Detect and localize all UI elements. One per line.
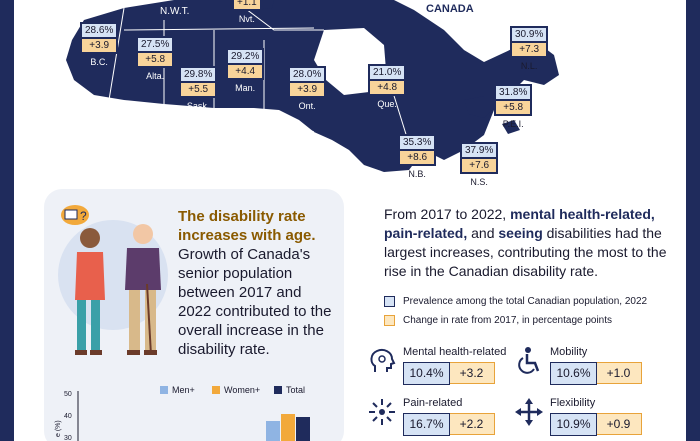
country-label: CANADA <box>426 3 474 15</box>
province-name: N.B. <box>408 169 426 179</box>
province-name: B.C. <box>90 57 108 67</box>
condition-values: 10.4% +3.2 <box>402 361 495 385</box>
condition-values: 10.6% +1.0 <box>549 361 642 385</box>
condition-prevalence: 10.4% <box>402 361 450 385</box>
y-tick-label: 30 <box>64 435 72 441</box>
age-section-title: The disability rate increases with age. <box>178 208 316 244</box>
province-change: +3.9 <box>80 39 119 54</box>
conditions-intro: From 2017 to 2022, mental health-related… <box>384 206 667 279</box>
province-ns: 37.9% +7.6 N.S. <box>460 142 499 186</box>
legend-change: Change in rate from 2017, in percentage … <box>384 315 612 326</box>
condition-prevalence: 16.7% <box>402 412 450 436</box>
condition-name: Pain-related <box>403 397 463 409</box>
province-change: +7.6 <box>460 159 499 174</box>
bar-total <box>296 417 310 441</box>
condition-change: +3.2 <box>449 363 494 383</box>
province-change: +5.5 <box>179 83 218 98</box>
province-bc: 28.6% +3.9 B.C. <box>80 22 119 67</box>
y-tick-label: 40 <box>64 413 72 420</box>
province-name: Alta. <box>146 71 165 81</box>
province-alta: 27.5% +5.8 Alta. <box>136 36 175 81</box>
province-prevalence: 30.9% <box>510 26 549 43</box>
province-prevalence: 29.2% <box>226 48 265 65</box>
canada-map: CANADA N.W.T. +1.1 Nvt. 28.6% +3.9 B.C. … <box>14 0 686 186</box>
province-name: Ont. <box>298 101 316 111</box>
flexibility-arrows-icon <box>515 398 543 426</box>
province-prevalence: 37.9% <box>460 142 499 159</box>
pain-burst-icon <box>369 399 395 425</box>
right-frame <box>686 0 700 441</box>
y-tick-label: 50 <box>64 391 72 398</box>
province-prevalence: 21.0% <box>368 64 407 81</box>
legend-prevalence: Prevalence among the total Canadian popu… <box>384 296 647 307</box>
province-change: +8.6 <box>398 151 437 166</box>
province-change: +3.9 <box>288 83 327 98</box>
province-pei: 31.8% +5.8 P.E.I. <box>494 84 533 129</box>
province-prevalence: 28.0% <box>288 66 327 83</box>
province-name: Sask. <box>186 101 210 111</box>
province-nl: 30.9% +7.3 N.L. <box>510 26 549 71</box>
province-prevalence: 27.5% <box>136 36 175 53</box>
province-prevalence: 28.6% <box>80 22 119 39</box>
condition-prevalence: 10.9% <box>549 412 597 436</box>
province-name: Que. <box>377 99 397 109</box>
condition-values: 10.9% +0.9 <box>549 412 642 436</box>
wheelchair-icon <box>518 347 540 374</box>
condition-prevalence: 10.6% <box>549 361 597 385</box>
province-name: N.S. <box>470 177 488 186</box>
seniors-illustration: ? <box>61 205 161 356</box>
province-que: 21.0% +4.8 Que. <box>368 64 407 109</box>
condition-name: Mental health-related <box>403 346 507 358</box>
left-frame <box>0 0 14 441</box>
condition-change: +0.9 <box>596 414 641 434</box>
bar-women <box>281 414 295 441</box>
bar-men <box>266 421 280 441</box>
legend-women: Women+ <box>212 385 260 395</box>
province-change: +4.8 <box>368 81 407 96</box>
province-nb: 35.3% +8.6 N.B. <box>398 134 437 179</box>
condition-name: Flexibility <box>550 397 596 409</box>
province-change: +1.1 <box>232 0 262 11</box>
province-prevalence: 35.3% <box>398 134 437 151</box>
legend-total: Total <box>274 385 305 395</box>
province-change: +7.3 <box>510 43 549 58</box>
province-name: Nvt. <box>238 14 255 24</box>
condition-change: +1.0 <box>596 363 641 383</box>
condition-values: 16.7% +2.2 <box>402 412 495 436</box>
province-name: Man. <box>235 83 256 93</box>
province-prevalence: 31.8% <box>494 84 533 101</box>
legend-men: Men+ <box>160 385 195 395</box>
province-sask: 29.8% +5.5 Sask. <box>179 66 218 111</box>
condition-name: Mobility <box>550 346 588 358</box>
head-icon <box>370 349 396 372</box>
province-name: P.E.I. <box>502 119 524 129</box>
province-name: N.L. <box>520 61 538 71</box>
province-prevalence: 29.8% <box>179 66 218 83</box>
age-section-body: Growth of Canada's senior population bet… <box>178 246 332 358</box>
nwt-label: N.W.T. <box>160 6 190 17</box>
y-axis-label: e (%) <box>55 420 62 437</box>
province-change: +5.8 <box>494 101 533 116</box>
province-change: +4.4 <box>226 65 265 80</box>
province-man: 29.2% +4.4 Man. <box>226 48 265 93</box>
svg-text:?: ? <box>80 209 87 223</box>
province-ont: 28.0% +3.9 Ont. <box>288 66 327 111</box>
province-nvt: +1.1 Nvt. <box>232 0 262 24</box>
condition-change: +2.2 <box>449 414 494 434</box>
age-bar-chart: 50 40 30 e (%) <box>55 391 310 441</box>
province-change: +5.8 <box>136 53 175 68</box>
